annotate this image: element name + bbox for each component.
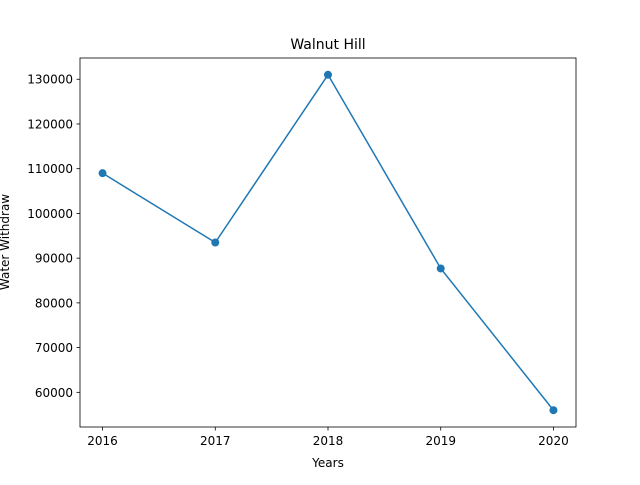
x-axis-label: Years <box>311 456 344 470</box>
y-tick-label: 110000 <box>27 162 73 176</box>
y-tick-label: 70000 <box>35 341 73 355</box>
y-tick-label: 120000 <box>27 117 73 131</box>
x-tick-label: 2017 <box>200 434 231 448</box>
plot-frame <box>79 57 577 428</box>
data-point <box>549 406 558 415</box>
x-tick-label: 2018 <box>313 434 344 448</box>
data-point <box>98 169 107 178</box>
chart-title: Walnut Hill <box>290 37 365 53</box>
x-axis-ticks: 2016 2017 2018 2019 2020 <box>87 427 569 448</box>
y-tick-label: 60000 <box>35 386 73 400</box>
data-point <box>324 70 332 79</box>
y-tick-label: 100000 <box>27 207 73 221</box>
series-markers <box>98 70 558 415</box>
y-axis-label: Water Withdraw <box>0 194 12 290</box>
y-tick-label: 130000 <box>27 73 73 87</box>
x-tick-label: 2016 <box>87 434 118 448</box>
x-tick-label: 2020 <box>538 434 569 448</box>
y-axis-ticks: 60000 70000 80000 90000 100000 110000 120000 13… <box>27 73 80 400</box>
y-tick-label: 90000 <box>35 252 73 266</box>
plot-area <box>80 58 576 427</box>
data-point <box>436 264 445 273</box>
y-tick-label: 80000 <box>35 296 73 310</box>
data-point <box>211 238 220 247</box>
x-tick-label: 2019 <box>425 434 456 448</box>
